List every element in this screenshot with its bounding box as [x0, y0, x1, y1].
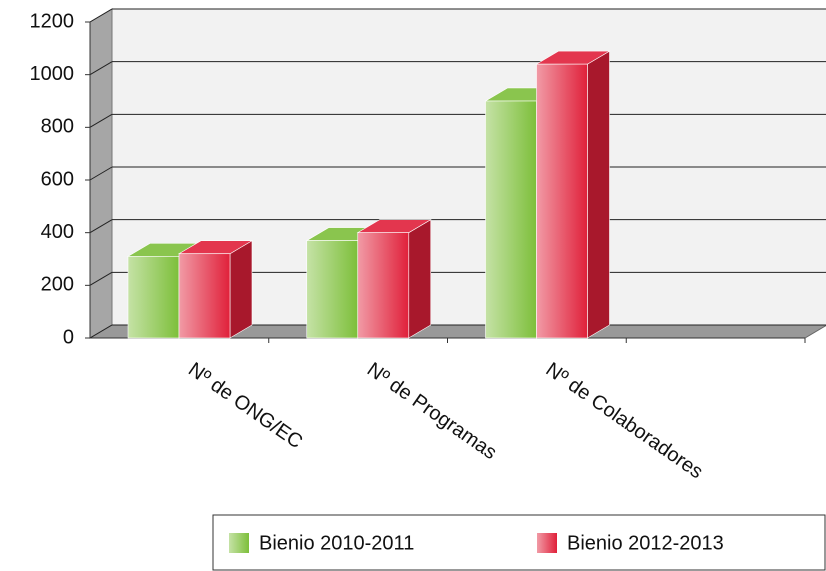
legend-label: Bienio 2010-2011 [259, 532, 414, 554]
grid-line [89, 271, 113, 286]
y-tick-label: 0 [63, 326, 74, 348]
grid-line [89, 8, 113, 23]
grid-line [89, 113, 113, 128]
y-tick-label: 400 [41, 221, 74, 243]
bar [178, 253, 231, 339]
y-tick-label: 1000 [30, 63, 75, 85]
bar-side [229, 240, 253, 339]
y-tick-label: 200 [41, 274, 74, 296]
x-tick-label: Nº de Programas [363, 358, 501, 464]
grid-line [89, 166, 113, 181]
legend-label: Bienio 2012-2013 [567, 532, 724, 554]
bar [485, 100, 537, 339]
legend-swatch [229, 533, 249, 553]
x-tick-label: Nº de Colaboradores [542, 358, 707, 483]
grid-line [89, 219, 113, 234]
legend-box [212, 514, 826, 571]
grid-line [89, 324, 113, 339]
y-tick-label: 600 [41, 168, 74, 190]
bar [306, 240, 359, 339]
bar-side [587, 50, 610, 339]
bar-side [408, 219, 432, 339]
y-tick-label: 1200 [30, 10, 75, 32]
bar [536, 63, 588, 339]
y-tick-label: 800 [41, 116, 74, 138]
bar [127, 256, 180, 339]
bar [357, 232, 410, 339]
legend-swatch [537, 533, 557, 553]
grid-line [89, 61, 113, 76]
x-tick-label: Nº de ONG/EC [184, 358, 306, 453]
